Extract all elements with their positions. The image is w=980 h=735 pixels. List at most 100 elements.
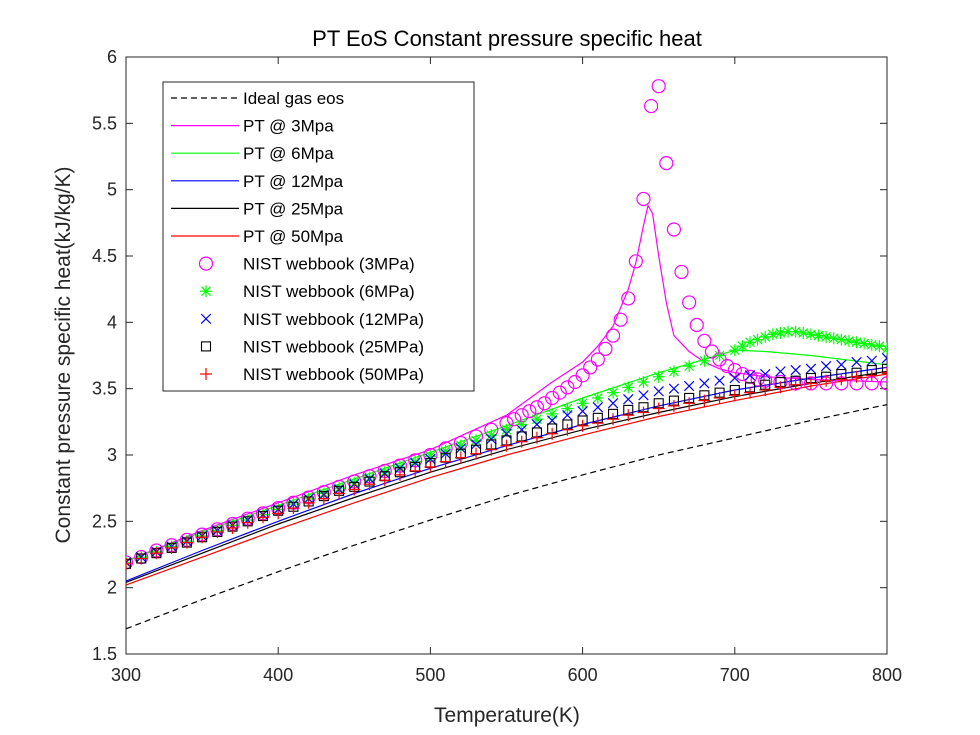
scatter-point-4 [126,557,132,570]
scatter-point-1 [409,455,422,468]
scatter-point-4 [363,478,376,491]
x-tick-label: 500 [415,665,445,685]
legend-item: NIST webbook (3MPa) [198,255,415,274]
scatter-point-4 [470,447,483,460]
legend-marker-swatch [200,341,212,352]
scatter-point-4 [500,439,513,452]
scatter-point-0 [560,380,575,395]
scatter-point-2 [881,352,887,364]
axes-box [125,56,888,655]
scatter-point-2 [866,355,878,367]
scatter-point-4 [150,547,163,560]
scatter-point-0 [659,156,674,171]
scatter-point-2 [805,363,817,374]
scatter-point-1 [827,332,840,345]
scatter-point-2 [714,375,725,386]
scatter-point-0 [674,264,689,280]
scatter-point-4 [256,511,269,524]
series-group [126,79,887,630]
scatter-point-0 [682,295,697,310]
scatter-point-4 [317,492,330,505]
legend: Ideal gas eos PT @ 3Mpa PT @ 6Mpa PT @ 12Mp… [162,81,475,392]
scatter-point-4 [576,419,589,432]
y-tick-label: 6 [107,47,117,67]
scatter-point-1 [728,344,741,357]
series-line-1 [126,203,887,562]
scatter-point-2 [760,368,771,380]
scatter-point-2 [699,378,710,389]
legend-label: PT @ 50Mpa [243,227,344,246]
scatter-point-0 [583,360,598,375]
scatter-point-4 [561,423,574,436]
scatter-point-4 [241,516,254,529]
scatter-point-4 [683,397,696,410]
scatter-point-4 [424,460,437,473]
series-line-3 [126,366,887,582]
scatter-point-4 [759,383,772,396]
scatter-point-1 [698,354,711,367]
scatter-point-2 [820,360,832,372]
y-tick-label: 4 [107,312,117,332]
scatter-point-2 [668,383,680,394]
scatter-point-4 [180,536,193,549]
scatter-point-2 [486,433,497,445]
scatter-point-0 [613,312,628,327]
scatter-point-4 [774,381,787,394]
scatter-point-0 [727,362,742,378]
scatter-point-4 [272,507,285,520]
scatter-point-1 [804,328,817,341]
scatter-point-0 [552,385,567,400]
scatter-point-1 [713,349,726,362]
scatter-point-4 [698,394,711,407]
plot-area: 300 400 500 600 700 800 1.5 2 2.5 3 3.5 4 4.5 5 5.5 6 Id… [92,47,902,685]
y-tick-label: 5 [107,180,117,200]
scatter-point-0 [651,79,666,94]
scatter-point-4 [196,531,209,544]
scatter-point-3 [881,363,887,374]
scatter-point-0 [628,254,643,269]
scatter-point-2 [501,428,512,439]
scatter-point-1 [561,402,574,415]
scatter-point-4 [850,370,863,383]
scatter-point-1 [652,370,665,383]
scatter-point-1 [607,386,620,399]
legend-item: PT @ 12Mpa [171,172,344,191]
scatter-point-0 [529,400,545,415]
x-axis-title: Temperature(K) [434,704,580,727]
scatter-point-2 [851,356,862,368]
scatter-point-2 [638,390,649,401]
legend-item: PT @ 50Mpa [171,227,344,246]
scatter-point-4 [820,374,833,387]
scatter-point-4 [637,406,650,419]
scatter-point-0 [621,291,636,306]
scatter-point-4 [393,468,406,481]
legend-marker-swatch [198,256,214,271]
scatter-point-0 [545,390,560,406]
scatter-point-2 [790,364,801,376]
scatter-point-2 [592,402,604,413]
scatter-point-1 [683,360,696,373]
y-axis-title: Constant pressure specific heat(kJ/kg/K) [52,167,75,544]
scatter-point-4 [302,496,315,509]
scatter-point-4 [348,483,361,496]
x-tick-label: 700 [720,665,750,685]
scatter-point-2 [470,439,482,450]
scatter-point-4 [804,377,817,390]
scatter-point-2 [379,468,390,479]
scatter-point-0 [720,359,735,374]
scatter-point-2 [744,370,756,381]
scatter-point-0 [803,376,819,391]
scatter-point-2 [653,386,664,397]
scatter-point-4 [728,389,741,402]
scatter-point-2 [775,366,786,377]
scatter-point-1 [576,397,589,410]
legend-marker-swatch [200,368,212,380]
scatter-point-1 [667,365,680,378]
scatter-point-4 [744,386,757,399]
legend-marker-swatch [200,285,212,298]
scatter-point-0 [742,369,758,384]
legend-label: PT @ 25Mpa [243,199,344,218]
scatter-point-0 [697,333,712,349]
series-line-4 [126,370,887,583]
